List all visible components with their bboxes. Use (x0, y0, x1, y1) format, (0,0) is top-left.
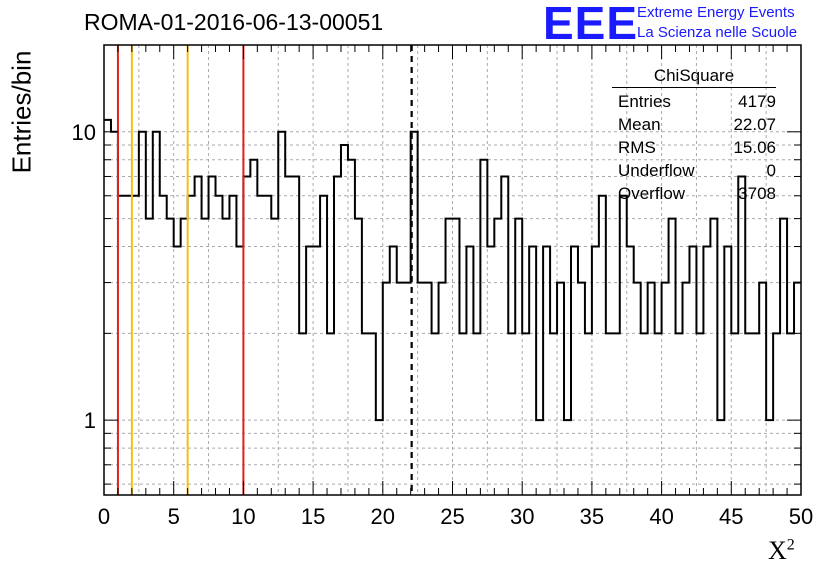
x-tick-label: 25 (440, 504, 464, 529)
y-tick-label: 1 (84, 408, 96, 433)
x-tick-label: 30 (510, 504, 534, 529)
stats-row: Entries 4179 (618, 92, 776, 111)
stats-title: ChiSquare (612, 66, 776, 88)
x-tick-label: 0 (98, 504, 110, 529)
brand-line-1: Extreme Energy Events (637, 4, 795, 21)
stats-row: Underflow 0 (618, 161, 776, 180)
x-tick-label: 10 (231, 504, 255, 529)
histogram-series (104, 118, 801, 422)
x-tick-label: 35 (580, 504, 604, 529)
chart-title: ROMA-01-2016-06-13-00051 (84, 9, 384, 35)
stats-row: RMS 15.06 (618, 138, 776, 157)
x-axis-label: X2 (768, 536, 795, 565)
x-tick-label: 15 (301, 504, 325, 529)
x-tick-label: 20 (371, 504, 395, 529)
stats-row: Mean 22.07 (618, 115, 776, 134)
x-tick-label: 40 (649, 504, 673, 529)
brand-line-2: La Scienza nelle Scuole (637, 24, 798, 41)
stats-box: ChiSquare Entries 4179 Mean 22.07 RMS 15.06… (612, 66, 776, 205)
x-tick-label: 5 (168, 504, 180, 529)
eee-logo: EEE (543, 0, 639, 49)
y-tick-label: 10 (72, 120, 96, 145)
stats-row: Overflow 3708 (618, 184, 776, 203)
x-tick-label: 50 (789, 504, 813, 529)
y-axis-label: Entries/bin (6, 50, 37, 174)
x-tick-label: 45 (719, 504, 743, 529)
